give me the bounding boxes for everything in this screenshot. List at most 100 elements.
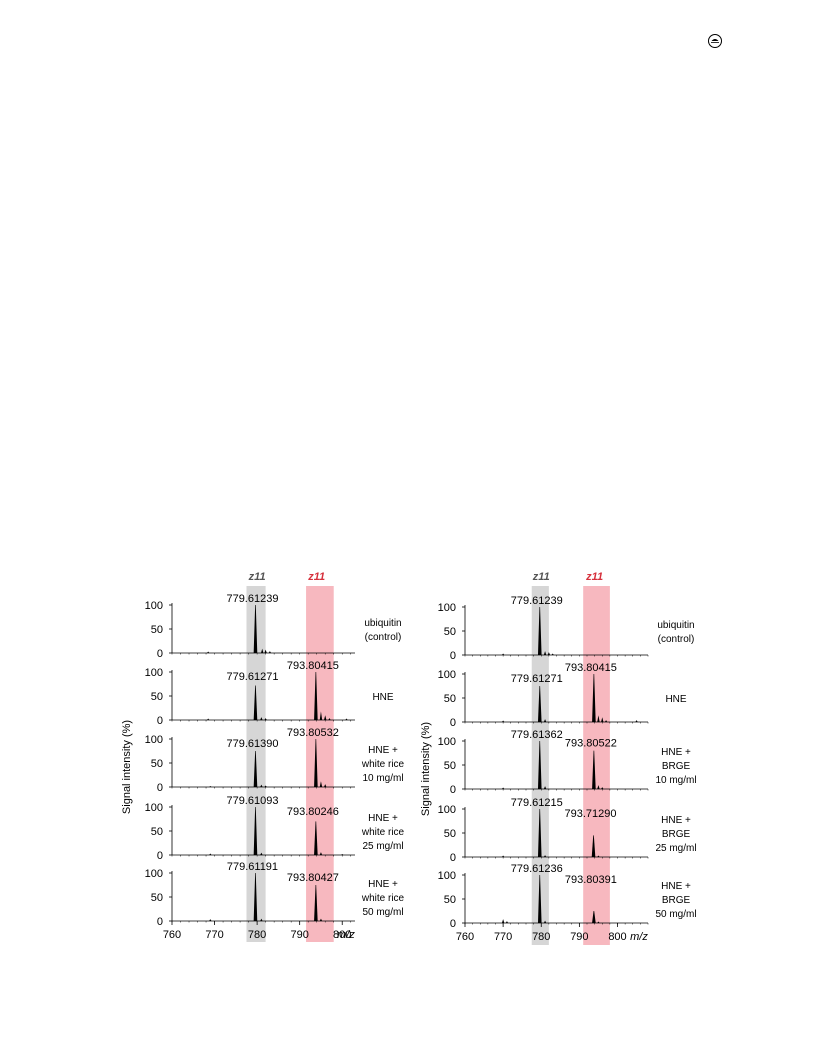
minor-peak — [505, 921, 509, 923]
peak-mz-label: 779.61236 — [511, 863, 563, 875]
y-tick-label: 50 — [444, 626, 456, 638]
minor-peak — [597, 855, 600, 857]
y-tick-label: 50 — [151, 624, 163, 636]
minor-peak — [601, 787, 604, 789]
minor-peak — [601, 717, 604, 722]
spectrum-peak — [591, 835, 596, 857]
highlight-band-red — [306, 586, 334, 942]
y-tick-label: 0 — [157, 782, 163, 794]
minor-peak — [597, 921, 600, 923]
spectrum-peak — [592, 674, 596, 722]
y-tick-label: 50 — [151, 892, 163, 904]
condition-label: HNE + — [368, 813, 398, 824]
minor-peak — [319, 918, 323, 921]
minor-peak — [635, 720, 638, 722]
minor-peak — [328, 718, 331, 720]
condition-label: ubiquitin — [364, 618, 401, 629]
condition-label: HNE — [665, 694, 686, 705]
minor-peak — [543, 651, 547, 655]
spectrum-peak — [253, 605, 258, 653]
x-tick-label: 760 — [163, 929, 181, 941]
minor-peak — [209, 853, 212, 855]
minor-peak — [547, 652, 551, 655]
x-tick-label: 760 — [456, 931, 474, 943]
y-tick-label: 0 — [450, 717, 456, 729]
condition-label: 25 mg/ml — [362, 841, 403, 852]
spectrum-peak — [314, 672, 318, 720]
peak-mz-label: 779.61271 — [226, 671, 278, 683]
minor-peak — [264, 718, 267, 720]
condition-label: white rice — [361, 759, 405, 770]
highlight-band-red — [583, 586, 610, 945]
y-tick-label: 0 — [157, 850, 163, 862]
minor-peak — [264, 785, 267, 787]
circled-lamp-icon — [708, 34, 722, 48]
condition-label: 10 mg/ml — [655, 775, 696, 786]
condition-label: BRGE — [662, 829, 691, 840]
band-label-z11: z11 — [532, 571, 550, 583]
minor-peak — [209, 786, 212, 787]
y-axis-label: Signal intensity (%) — [121, 720, 133, 814]
peak-mz-label: 793.80415 — [287, 660, 339, 672]
condition-label: HNE + — [661, 881, 691, 892]
condition-label: HNE — [372, 692, 393, 703]
x-tick-label: 780 — [532, 931, 550, 943]
x-tick-label: 800 — [333, 929, 351, 941]
minor-peak — [543, 920, 547, 923]
spectrum-peak — [253, 751, 258, 787]
chart-panel-left: z11 z11050100779.61239ubiquitin(control)0… — [121, 571, 405, 942]
condition-label: 25 mg/ml — [655, 843, 696, 854]
spectrum-row: 0 50 100 779.61390 793.80532 HNE + white rice 1… — [145, 727, 405, 794]
y-tick-label: 0 — [450, 852, 456, 864]
minor-peak — [206, 651, 210, 653]
y-tick-label: 100 — [145, 667, 163, 679]
peak-mz-label: 779.61271 — [511, 673, 563, 685]
x-axis-label: m/z — [630, 931, 648, 943]
condition-label: HNE + — [661, 815, 691, 826]
minor-peak — [264, 649, 267, 653]
y-tick-label: 0 — [157, 916, 163, 928]
minor-peak — [261, 648, 264, 653]
peak-mz-label: 793.80532 — [287, 727, 339, 739]
y-tick-label: 100 — [438, 602, 456, 614]
y-tick-label: 100 — [145, 868, 163, 880]
y-tick-label: 50 — [151, 826, 163, 838]
minor-peak — [501, 919, 505, 923]
y-tick-label: 0 — [450, 650, 456, 662]
condition-label: HNE + — [368, 879, 398, 890]
minor-peak — [543, 786, 547, 789]
minor-peak — [501, 787, 505, 789]
y-tick-label: 50 — [444, 760, 456, 772]
condition-label: 10 mg/ml — [362, 773, 403, 784]
band-label-z11: z11 — [585, 571, 603, 583]
peak-mz-label: 793.80246 — [287, 806, 339, 818]
peak-mz-label: 779.61093 — [226, 795, 278, 807]
minor-peak — [260, 852, 263, 855]
peak-mz-label: 793.80391 — [565, 874, 617, 886]
spectrum-peak — [253, 807, 258, 855]
y-tick-label: 100 — [145, 600, 163, 612]
condition-label: BRGE — [662, 895, 691, 906]
spectrum-peak — [537, 607, 542, 655]
minor-peak — [543, 719, 547, 722]
minor-peak — [597, 785, 600, 789]
peak-mz-label: 779.61215 — [511, 797, 563, 809]
spectrum-row: 0 50 100 779.61239 ubiquitin (control) — [145, 593, 402, 660]
condition-label: ubiquitin — [657, 620, 694, 631]
spectrum-peak — [592, 750, 596, 789]
spectrum-row: 0 50 100 779.61191 793.80427 HNE + white rice 5… — [145, 861, 405, 928]
chart-panel-right: z11 z11050100779.61239ubiquitin(control)0… — [420, 571, 697, 945]
y-axis-label: Signal intensity (%) — [420, 722, 432, 816]
y-tick-label: 50 — [151, 758, 163, 770]
y-tick-label: 0 — [450, 918, 456, 930]
y-tick-label: 100 — [145, 802, 163, 814]
y-tick-label: 100 — [438, 736, 456, 748]
y-tick-label: 0 — [450, 784, 456, 796]
y-tick-label: 0 — [157, 715, 163, 727]
minor-peak — [319, 852, 323, 855]
spectrum-peak — [537, 686, 542, 722]
